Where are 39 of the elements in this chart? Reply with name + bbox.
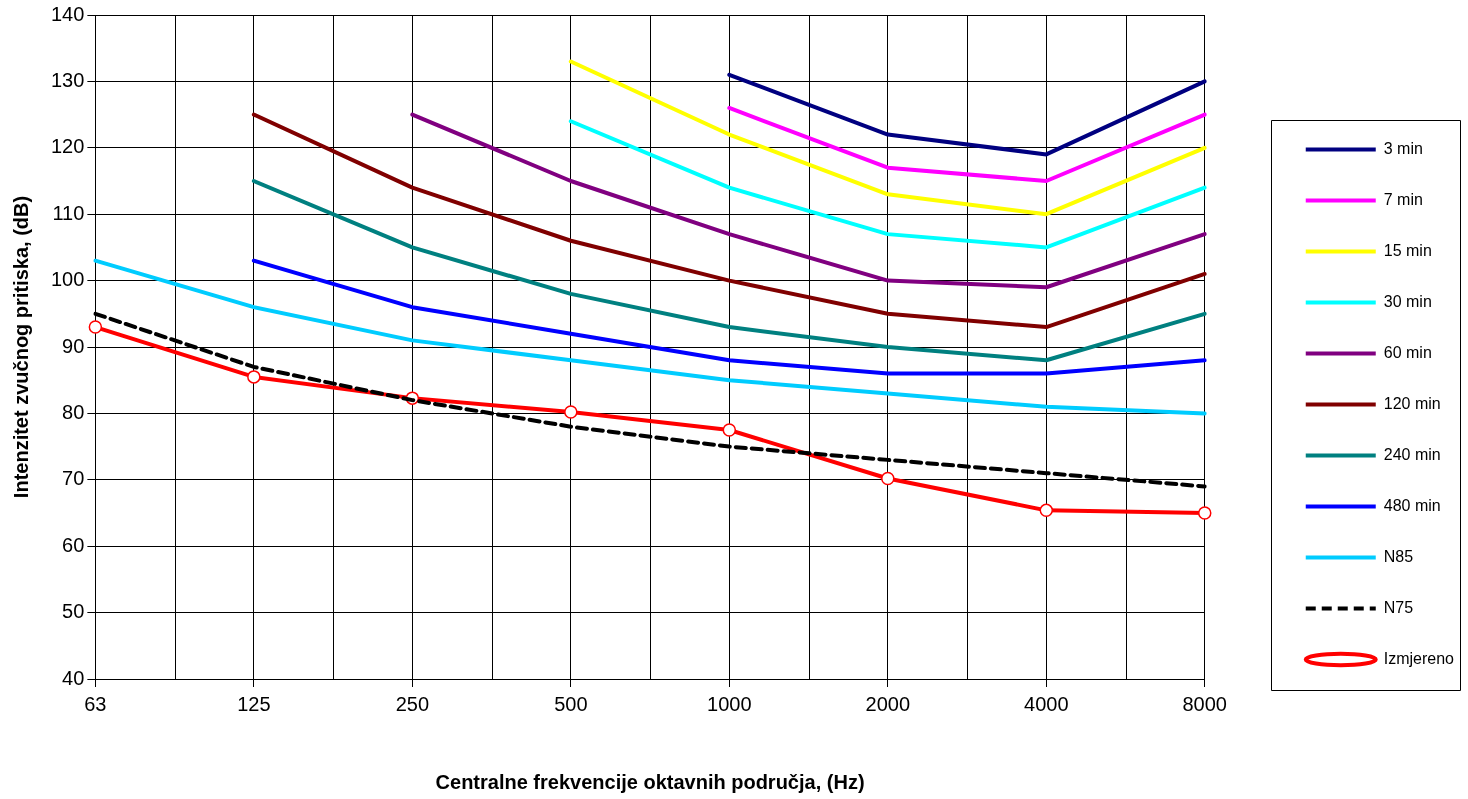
y-tick-label: 100 — [50, 268, 85, 291]
legend-label: N75 — [1383, 598, 1414, 616]
point — [722, 423, 737, 437]
point — [1039, 503, 1054, 518]
x-tick-label: 4000 — [1024, 692, 1069, 715]
y-tick-label: 140 — [50, 2, 85, 25]
y-tick-label: 80 — [62, 400, 85, 423]
y-tick-label: 50 — [62, 600, 85, 623]
x-tick-label: 63 — [84, 692, 107, 715]
y-tick-label: 110 — [52, 201, 85, 224]
legend-label: 240 min — [1383, 445, 1441, 463]
legend-label: 60 min — [1383, 343, 1432, 361]
y-axis-title: Intenzitet zvučnog pritiska, (dB) — [9, 195, 32, 499]
y-tick-label: 40 — [62, 666, 85, 689]
point — [1198, 506, 1212, 520]
legend-label: 15 min — [1383, 241, 1432, 259]
point — [881, 471, 895, 486]
x-tick-label: 1000 — [707, 692, 752, 715]
y-tick-label: 130 — [50, 68, 85, 91]
point — [564, 405, 578, 419]
legend-label: 3 min — [1383, 139, 1423, 157]
y-tick-label: 60 — [62, 533, 85, 556]
point — [88, 320, 103, 334]
point — [247, 370, 261, 384]
x-tick-label: 2000 — [865, 692, 911, 715]
legend-label: 120 min — [1383, 394, 1441, 412]
y-tick-label: 90 — [62, 334, 85, 357]
x-tick-label: 125 — [237, 692, 271, 715]
y-tick-label: 70 — [62, 467, 85, 490]
legend-label: 7 min — [1383, 190, 1423, 208]
x-tick-label: 250 — [395, 692, 430, 715]
y-tick-label: 120 — [50, 135, 85, 158]
x-axis-title: Centralne frekvencije oktavnih područja, (Hz) — [435, 770, 865, 793]
legend-label: 30 min — [1383, 292, 1432, 310]
x-tick-label: 8000 — [1182, 692, 1227, 715]
x-tick-label: 500 — [554, 692, 588, 715]
legend-label: 480 min — [1383, 496, 1441, 514]
legend-label: N85 — [1383, 547, 1414, 565]
legend-label: Izmjereno — [1383, 649, 1455, 667]
